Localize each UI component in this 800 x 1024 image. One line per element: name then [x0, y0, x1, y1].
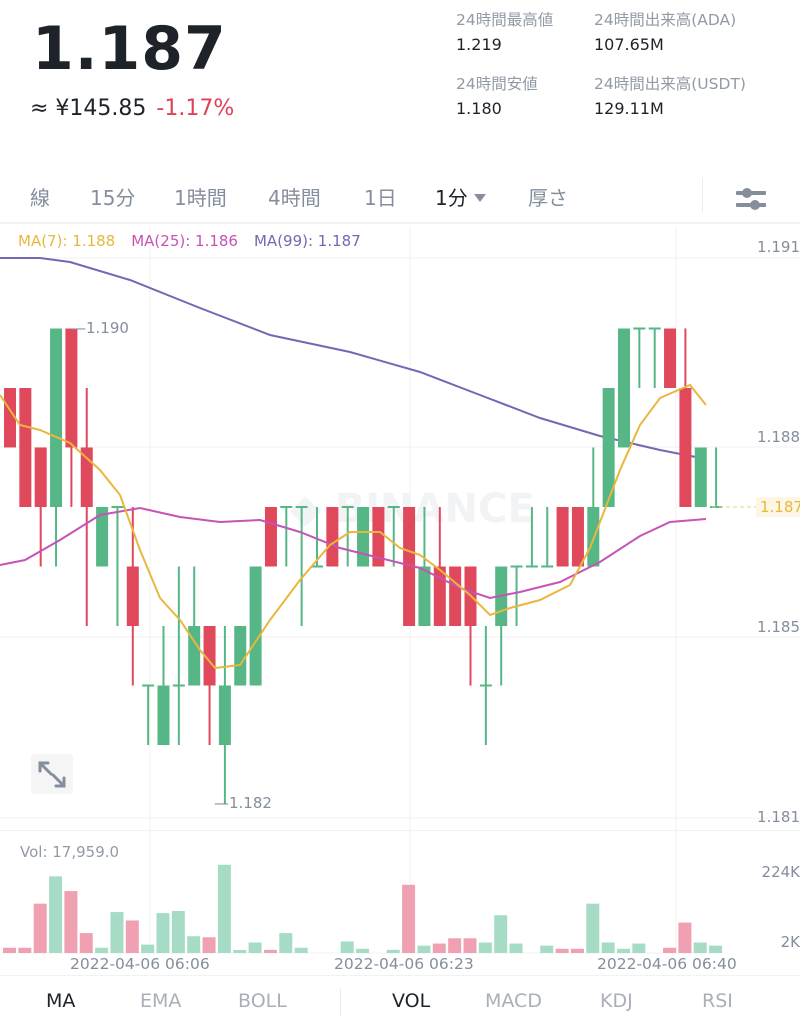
- tab-1m-dropdown[interactable]: 1分: [435, 182, 486, 211]
- vol-tick-min: 2K: [780, 933, 800, 951]
- current-price-marker: 1.187: [756, 497, 800, 517]
- volume-panel: Vol: 17,959.0 224K 2K 2022-04-06 06:06 2…: [0, 830, 800, 975]
- interval-tabs: 線 15分 1時間 4時間 1日 1分 厚さ: [0, 170, 800, 224]
- tab-line[interactable]: 線: [30, 186, 50, 210]
- indicator-ema[interactable]: EMA: [140, 990, 182, 1012]
- stat-value: 1.219: [456, 35, 502, 54]
- indicator-vol[interactable]: VOL: [392, 990, 431, 1012]
- stat-24h-low: 24時間安値 1.180: [456, 72, 636, 122]
- y-tick: 1.185: [757, 618, 800, 636]
- caret-down-icon: [473, 193, 486, 202]
- time-tick: 2022-04-06 06:40: [597, 955, 737, 973]
- tab-1d[interactable]: 1日: [364, 186, 397, 210]
- ma7-value: MA(7): 1.188: [18, 232, 116, 250]
- y-tick: 1.188: [757, 428, 800, 446]
- candlestick-chart[interactable]: ◆ BINANCE: [0, 226, 800, 830]
- indicator-tabs: MA EMA BOLL VOL MACD KDJ RSI: [0, 975, 800, 1024]
- tab-depth[interactable]: 厚さ: [528, 186, 568, 210]
- stat-24h-high: 24時間最高値 1.219: [456, 8, 636, 58]
- divider: [702, 178, 703, 212]
- tab-15m[interactable]: 15分: [90, 186, 136, 210]
- time-tick: 2022-04-06 06:23: [334, 955, 474, 973]
- divider: [340, 988, 341, 1016]
- ma-legend: MA(7): 1.188 MA(25): 1.186 MA(99): 1.187: [18, 232, 377, 250]
- stat-24h-volume-ada: 24時間出来高(ADA) 107.65M: [594, 8, 774, 58]
- sliders-icon: [736, 188, 766, 210]
- fiat-price: ≈ ¥145.85: [30, 96, 147, 121]
- volume-bars[interactable]: [0, 831, 800, 976]
- vol-tick-max: 224K: [761, 863, 800, 881]
- last-price: 1.187: [32, 14, 227, 84]
- ticker-header: 1.187 ≈ ¥145.85 -1.17% 24時間最高値 1.219 24時間…: [0, 0, 800, 150]
- stat-value: 129.11M: [594, 99, 664, 118]
- indicator-rsi[interactable]: RSI: [702, 990, 733, 1012]
- stat-24h-volume-usdt: 24時間出来高(USDT) 129.11M: [594, 72, 774, 122]
- candlestick-plot[interactable]: ◆ BINANCE: [0, 226, 800, 830]
- fiat-price-row: ≈ ¥145.85 -1.17%: [30, 96, 234, 121]
- chart-settings-button[interactable]: [736, 184, 766, 212]
- time-tick: 2022-04-06 06:06: [70, 955, 210, 973]
- stat-label: 24時間安値: [456, 75, 538, 93]
- stat-value: 1.180: [456, 99, 502, 118]
- ma25-value: MA(25): 1.186: [131, 232, 238, 250]
- stat-value: 107.65M: [594, 35, 664, 54]
- stat-label: 24時間出来高(USDT): [594, 75, 746, 93]
- stat-label: 24時間出来高(ADA): [594, 11, 737, 29]
- tab-1h[interactable]: 1時間: [174, 186, 227, 210]
- y-tick: 1.191: [757, 238, 800, 256]
- indicator-macd[interactable]: MACD: [485, 990, 542, 1012]
- low-annotation: —1.182: [214, 794, 272, 812]
- y-tick: 1.181: [757, 808, 800, 826]
- fullscreen-button[interactable]: [31, 754, 73, 794]
- indicator-kdj[interactable]: KDJ: [600, 990, 633, 1012]
- indicator-ma[interactable]: MA: [46, 990, 76, 1012]
- change-percent: -1.17%: [156, 96, 235, 121]
- high-annotation: —1.190: [71, 319, 129, 337]
- stat-label: 24時間最高値: [456, 11, 554, 29]
- tab-1m-label: 1分: [435, 186, 468, 210]
- tab-4h[interactable]: 4時間: [268, 186, 321, 210]
- ma99-value: MA(99): 1.187: [253, 232, 361, 250]
- volume-value: Vol: 17,959.0: [20, 843, 120, 861]
- expand-icon: [38, 761, 66, 788]
- indicator-boll[interactable]: BOLL: [238, 990, 287, 1012]
